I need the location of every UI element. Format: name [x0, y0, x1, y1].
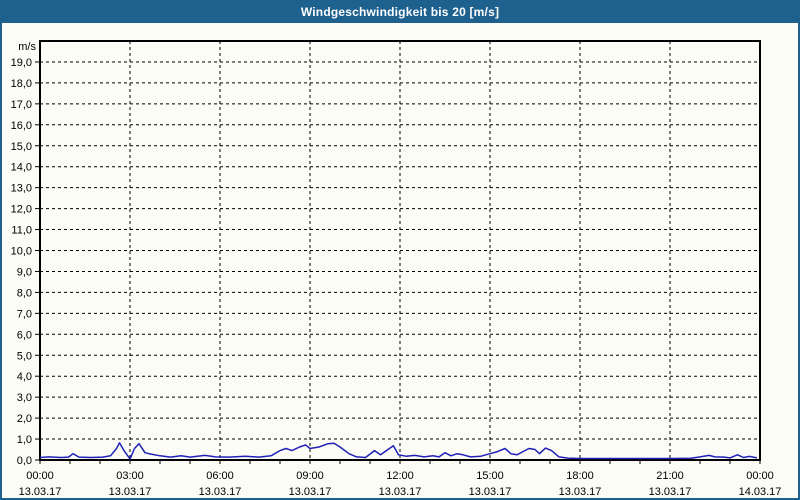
wind-speed-line-chart: 0,0 1,0 2,0 3,0 4,0 5,0 6,0 7,0 8,0 9,0 10,0 11,0 12…	[11, 40, 782, 498]
svg-text:4,0: 4,0	[17, 371, 32, 383]
svg-text:10,0: 10,0	[11, 246, 32, 258]
svg-text:13.03.17: 13.03.17	[289, 486, 332, 498]
svg-text:7,0: 7,0	[17, 308, 32, 320]
chart-area: 0,0 1,0 2,0 3,0 4,0 5,0 6,0 7,0 8,0 9,0 10,0 11,0 12…	[2, 23, 798, 498]
svg-text:16,0: 16,0	[11, 120, 32, 132]
svg-text:18:00: 18:00	[566, 470, 594, 482]
svg-text:2,0: 2,0	[17, 413, 32, 425]
svg-text:18,0: 18,0	[11, 78, 32, 90]
svg-text:6,0: 6,0	[17, 329, 32, 341]
svg-text:14.03.17: 14.03.17	[739, 486, 782, 498]
svg-text:8,0: 8,0	[17, 287, 32, 299]
svg-text:1,0: 1,0	[17, 434, 32, 446]
svg-text:06:00: 06:00	[206, 470, 234, 482]
chart-title-bar: Windgeschwindigkeit bis 20 [m/s]	[2, 2, 798, 23]
svg-text:19,0: 19,0	[11, 57, 32, 69]
svg-text:13.03.17: 13.03.17	[199, 486, 242, 498]
svg-text:00:00: 00:00	[746, 470, 774, 482]
svg-text:0,0: 0,0	[17, 455, 32, 467]
svg-text:15,0: 15,0	[11, 141, 32, 153]
svg-text:13.03.17: 13.03.17	[649, 486, 692, 498]
svg-text:13.03.17: 13.03.17	[469, 486, 512, 498]
svg-text:03:00: 03:00	[116, 470, 144, 482]
svg-text:11,0: 11,0	[11, 225, 32, 237]
svg-text:09:00: 09:00	[296, 470, 324, 482]
svg-text:9,0: 9,0	[17, 266, 32, 278]
svg-text:m/s: m/s	[18, 41, 36, 53]
svg-text:5,0: 5,0	[17, 350, 32, 362]
svg-text:13.03.17: 13.03.17	[379, 486, 422, 498]
svg-text:00:00: 00:00	[26, 470, 54, 482]
svg-text:15:00: 15:00	[476, 470, 504, 482]
svg-text:12,0: 12,0	[11, 204, 32, 216]
svg-text:12:00: 12:00	[386, 470, 414, 482]
svg-text:3,0: 3,0	[17, 392, 32, 404]
svg-text:21:00: 21:00	[656, 470, 684, 482]
svg-text:17,0: 17,0	[11, 99, 32, 111]
svg-text:13.03.17: 13.03.17	[109, 486, 152, 498]
chart-title: Windgeschwindigkeit bis 20 [m/s]	[300, 5, 500, 19]
svg-text:13.03.17: 13.03.17	[19, 486, 62, 498]
svg-text:13.03.17: 13.03.17	[559, 486, 602, 498]
svg-text:13,0: 13,0	[11, 183, 32, 195]
svg-text:14,0: 14,0	[11, 162, 32, 174]
